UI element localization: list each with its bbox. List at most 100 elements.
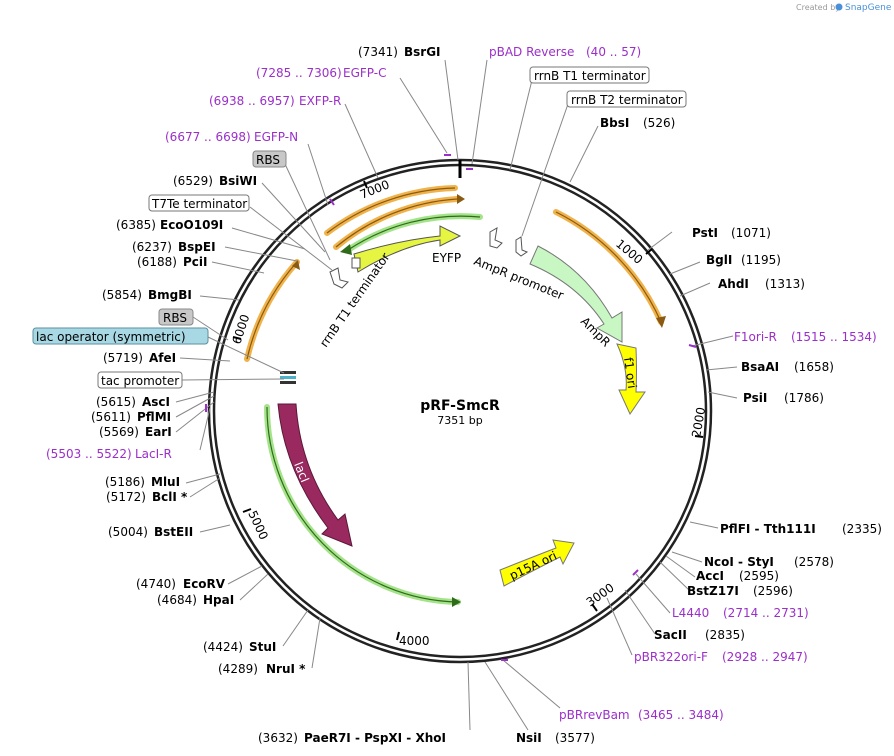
enzyme-pos-pcii: (6188) bbox=[137, 255, 177, 269]
box-rbs-2[interactable] bbox=[158, 308, 194, 326]
enzyme-pcii[interactable]: PciI bbox=[183, 255, 208, 269]
primer-f1ori-r[interactable]: F1ori-R bbox=[734, 330, 777, 344]
enzyme-afei[interactable]: AfeI bbox=[149, 351, 176, 365]
box-tac-promoter[interactable] bbox=[97, 371, 183, 389]
enzyme-bbsi[interactable]: BbsI bbox=[600, 116, 629, 130]
feature-eyfp[interactable] bbox=[353, 225, 462, 273]
enzyme-ecoo109i[interactable]: EcoO109I bbox=[160, 218, 223, 232]
enzyme-pos-ncoi: (2578) bbox=[794, 555, 834, 569]
box-rrnb-t2[interactable] bbox=[566, 90, 687, 108]
enzyme-pos-bsteii: (5004) bbox=[108, 525, 148, 539]
enzyme-pos-psii: (1786) bbox=[784, 391, 824, 405]
enzyme-pos-eari: (5569) bbox=[99, 425, 139, 439]
credit-prefix: Created by bbox=[796, 3, 840, 12]
enzyme-ahdi[interactable]: AhdI bbox=[718, 277, 749, 291]
enzyme-acci[interactable]: AccI bbox=[696, 569, 724, 583]
enzyme-pos-bsaai: (1658) bbox=[794, 360, 834, 374]
enzyme-bsiwi[interactable]: BsiWI bbox=[219, 174, 257, 188]
box-lac-operator[interactable] bbox=[32, 327, 209, 345]
plasmid-name: pRF-SmcR bbox=[420, 398, 500, 414]
primer-range-l4440: (2714 .. 2731) bbox=[723, 606, 809, 620]
feature-f1-ori[interactable] bbox=[616, 343, 646, 416]
enzyme-ecorv[interactable]: EcoRV bbox=[183, 577, 226, 591]
primer-pbad-reverse[interactable]: pBAD Reverse bbox=[489, 45, 574, 59]
enzyme-bsrgi[interactable]: BsrGI bbox=[404, 45, 441, 59]
enzyme-asci[interactable]: AscI bbox=[142, 395, 170, 409]
primer-range-laci-r: (5503 .. 5522) bbox=[46, 447, 132, 461]
feature-p15a-ori[interactable] bbox=[499, 539, 575, 587]
box-label-t7te: T7Te terminator bbox=[151, 197, 247, 211]
enzyme-pos-bstz17i: (2596) bbox=[753, 584, 793, 598]
enzyme-eari[interactable]: EarI bbox=[145, 425, 172, 439]
box-label-lac-operator: lac operator (symmetric) bbox=[36, 330, 186, 344]
box-t7te[interactable] bbox=[148, 194, 250, 212]
enzyme-pos-ecoo109i: (6385) bbox=[116, 218, 156, 232]
enzyme-bcli[interactable]: BclI * bbox=[152, 490, 188, 504]
box-label-rrnb-t1: rrnB T1 terminator bbox=[534, 69, 646, 83]
primer-pbrrevbam[interactable]: pBRrevBam bbox=[559, 708, 630, 722]
enzyme-bgli[interactable]: BglI bbox=[706, 253, 732, 267]
enzyme-sacii[interactable]: SacII bbox=[654, 628, 687, 642]
enzyme-pos-acci: (2595) bbox=[739, 569, 779, 583]
enzyme-bsteii[interactable]: BstEII bbox=[154, 525, 193, 539]
enzyme-nrui[interactable]: NruI * bbox=[266, 662, 306, 676]
box-rrnb-t1[interactable] bbox=[529, 66, 650, 84]
enzyme-pos-mlui: (5186) bbox=[105, 475, 145, 489]
enzyme-pos-bmgbi: (5854) bbox=[102, 288, 142, 302]
primer-range-egfp-n: (6677 .. 6698) bbox=[165, 130, 251, 144]
leader-lines bbox=[175, 59, 738, 731]
enzyme-pos-nsii: (3577) bbox=[555, 731, 595, 745]
feature-label-f1-ori: f1 ori bbox=[621, 356, 639, 389]
primer-l4440[interactable]: L4440 bbox=[672, 606, 709, 620]
enzyme-pos-ahdi: (1313) bbox=[765, 277, 805, 291]
credit-brand[interactable]: SnapGene bbox=[845, 3, 892, 13]
feature-ampr-promoter[interactable] bbox=[489, 227, 529, 257]
enzyme-pos-pflmi: (5611) bbox=[91, 410, 131, 424]
enzyme-pflfi-tth111i[interactable]: PflFI - Tth111I bbox=[720, 522, 816, 536]
primer-range-pbad-reverse: (40 .. 57) bbox=[586, 45, 641, 59]
snapgene-logo-icon bbox=[835, 3, 843, 11]
enzyme-psii[interactable]: PsiI bbox=[743, 391, 767, 405]
enzyme-pos-asci: (5615) bbox=[96, 395, 136, 409]
primer-range-pbrrevbam: (3465 .. 3484) bbox=[638, 708, 724, 722]
primer-exfp-r[interactable]: EXFP-R bbox=[299, 94, 341, 108]
enzyme-pos-bgli: (1195) bbox=[741, 253, 781, 267]
enzyme-pos-bsrgi: (7341) bbox=[358, 45, 398, 59]
enzyme-hpai[interactable]: HpaI bbox=[203, 593, 234, 607]
enzyme-pos-bsiwi: (6529) bbox=[173, 174, 213, 188]
enzyme-pos-afei: (5719) bbox=[103, 351, 143, 365]
tick-1000: 1000 bbox=[613, 237, 645, 267]
primer-laci-r[interactable]: LacI-R bbox=[135, 447, 172, 461]
enzyme-pos-bspei: (6237) bbox=[132, 240, 172, 254]
primer-pbr322ori-f[interactable]: pBR322ori-F bbox=[634, 650, 708, 664]
enzyme-psti[interactable]: PstI bbox=[692, 226, 718, 240]
primer-marks bbox=[205, 154, 697, 661]
enzyme-bsaai[interactable]: BsaAI bbox=[741, 360, 779, 374]
enzyme-pos-xhoi: (3632) bbox=[258, 731, 298, 745]
primer-egfp-n[interactable]: EGFP-N bbox=[254, 130, 298, 144]
enzyme-bmgbi[interactable]: BmgBI bbox=[148, 288, 192, 302]
feature-ampr[interactable] bbox=[529, 245, 623, 343]
box-label-rbs-1: RBS bbox=[256, 153, 280, 167]
enzyme-stui[interactable]: StuI bbox=[249, 640, 276, 654]
enzyme-pos-bbsi: (526) bbox=[643, 116, 675, 130]
primer-range-f1ori-r: (1515 .. 1534) bbox=[791, 330, 877, 344]
primer-range-pbr322ori-f: (2928 .. 2947) bbox=[722, 650, 808, 664]
enzyme-nsii[interactable]: NsiI bbox=[516, 731, 542, 745]
enzyme-pos-tth111i: (2335) bbox=[842, 522, 882, 536]
enzyme-ncoi-styi[interactable]: NcoI - StyI bbox=[704, 555, 774, 569]
enzyme-bspei[interactable]: BspEI bbox=[178, 240, 216, 254]
enzyme-mlui[interactable]: MluI bbox=[151, 475, 180, 489]
feature-rrnb-t1-terminator-inner[interactable] bbox=[329, 257, 361, 289]
enzyme-pos-ecorv: (4740) bbox=[136, 577, 176, 591]
feature-label-eyfp: EYFP bbox=[432, 251, 461, 265]
enzyme-paer7i-pspxi-xhoi[interactable]: PaeR7I - PspXI - XhoI bbox=[304, 731, 446, 745]
primer-egfp-c[interactable]: EGFP-C bbox=[343, 66, 386, 80]
feature-laci[interactable] bbox=[277, 403, 353, 547]
primer-range-egfp-c: (7285 .. 7306) bbox=[256, 66, 342, 80]
box-label-rrnb-t2: rrnB T2 terminator bbox=[571, 93, 683, 107]
box-rbs-1[interactable] bbox=[252, 150, 287, 168]
enzyme-bstz17i[interactable]: BstZ17I bbox=[687, 584, 739, 598]
enzyme-pflmi[interactable]: PflMI bbox=[137, 410, 171, 424]
